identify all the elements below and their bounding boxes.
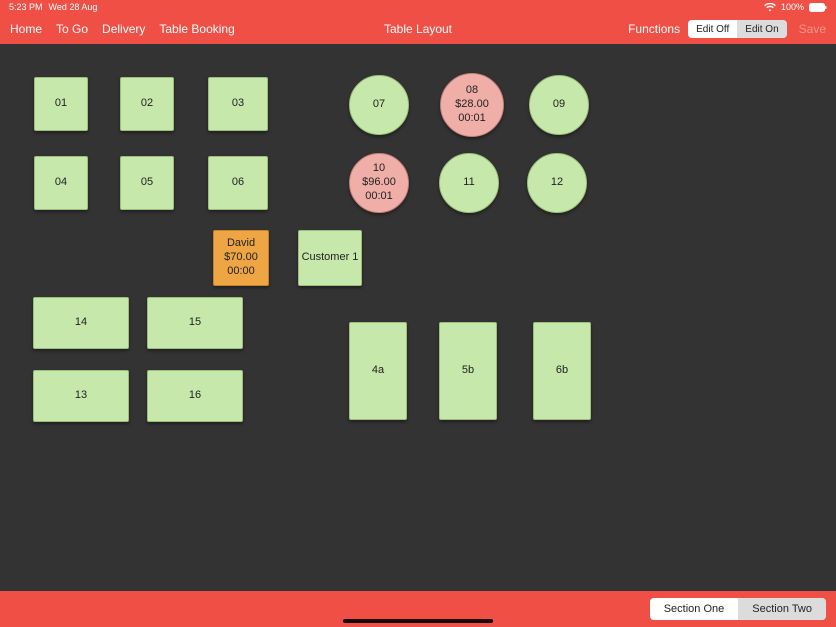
- nav-bar: Home To Go Delivery Table Booking Table …: [0, 14, 836, 44]
- nav-togo[interactable]: To Go: [56, 22, 88, 36]
- nav-booking[interactable]: Table Booking: [159, 22, 234, 36]
- table-label: 01: [55, 97, 67, 111]
- table-amount: $28.00: [455, 98, 489, 112]
- table-david[interactable]: David$70.0000:00: [213, 230, 269, 286]
- table-06[interactable]: 06: [208, 156, 268, 210]
- table-label: David: [227, 237, 255, 251]
- status-battery: 100%: [781, 2, 804, 12]
- status-time: 5:23 PM: [9, 2, 43, 12]
- home-indicator: [343, 619, 493, 623]
- table-label: 15: [189, 316, 201, 330]
- table-5b[interactable]: 5b: [439, 322, 497, 420]
- table-05[interactable]: 05: [120, 156, 174, 210]
- table-label: 13: [75, 389, 87, 403]
- section-toggle: Section One Section Two: [650, 598, 826, 620]
- table-label: 07: [373, 98, 385, 112]
- table-label: 5b: [462, 364, 474, 378]
- table-label: 04: [55, 176, 67, 190]
- table-07[interactable]: 07: [349, 75, 409, 135]
- save-button[interactable]: Save: [799, 22, 826, 36]
- nav-delivery[interactable]: Delivery: [102, 22, 145, 36]
- table-02[interactable]: 02: [120, 77, 174, 131]
- edit-off-button[interactable]: Edit Off: [688, 20, 737, 38]
- table-amount: $96.00: [362, 176, 396, 190]
- table-15[interactable]: 15: [147, 297, 243, 349]
- table-label: 05: [141, 176, 153, 190]
- edit-on-button[interactable]: Edit On: [737, 20, 786, 38]
- table-label: 16: [189, 389, 201, 403]
- table-timer: 00:01: [365, 190, 393, 204]
- table-08[interactable]: 08$28.0000:01: [440, 73, 504, 137]
- table-cust1[interactable]: Customer 1: [298, 230, 362, 286]
- table-label: Customer 1: [302, 251, 359, 265]
- table-label: 06: [232, 176, 244, 190]
- table-label: 03: [232, 97, 244, 111]
- table-timer: 00:01: [458, 112, 486, 126]
- table-label: 6b: [556, 364, 568, 378]
- table-label: 10: [373, 162, 385, 176]
- wifi-icon: [764, 3, 776, 12]
- table-6b[interactable]: 6b: [533, 322, 591, 420]
- status-date: Wed 28 Aug: [49, 2, 98, 12]
- table-label: 4a: [372, 364, 384, 378]
- table-12[interactable]: 12: [527, 153, 587, 213]
- battery-icon: [809, 3, 827, 12]
- section-one-button[interactable]: Section One: [650, 598, 739, 620]
- footer-bar: Section One Section Two: [0, 591, 836, 627]
- table-layout-canvas: 0102030708$28.0000:010904050610$96.0000:…: [0, 44, 836, 591]
- table-amount: $70.00: [224, 251, 258, 265]
- table-label: 14: [75, 316, 87, 330]
- table-label: 12: [551, 176, 563, 190]
- table-04[interactable]: 04: [34, 156, 88, 210]
- table-10[interactable]: 10$96.0000:01: [349, 153, 409, 213]
- table-11[interactable]: 11: [439, 153, 499, 213]
- section-two-button[interactable]: Section Two: [738, 598, 826, 620]
- functions-button[interactable]: Functions: [628, 22, 680, 36]
- table-label: 02: [141, 97, 153, 111]
- table-label: 09: [553, 98, 565, 112]
- table-03[interactable]: 03: [208, 77, 268, 131]
- edit-toggle: Edit Off Edit On: [688, 20, 787, 38]
- table-4a[interactable]: 4a: [349, 322, 407, 420]
- table-label: 11: [463, 176, 474, 190]
- nav-home[interactable]: Home: [10, 22, 42, 36]
- table-01[interactable]: 01: [34, 77, 88, 131]
- table-16[interactable]: 16: [147, 370, 243, 422]
- table-label: 08: [466, 84, 478, 98]
- table-13[interactable]: 13: [33, 370, 129, 422]
- table-timer: 00:00: [227, 265, 255, 279]
- table-09[interactable]: 09: [529, 75, 589, 135]
- table-14[interactable]: 14: [33, 297, 129, 349]
- status-bar: 5:23 PM Wed 28 Aug 100%: [0, 0, 836, 14]
- page-title: Table Layout: [384, 22, 452, 36]
